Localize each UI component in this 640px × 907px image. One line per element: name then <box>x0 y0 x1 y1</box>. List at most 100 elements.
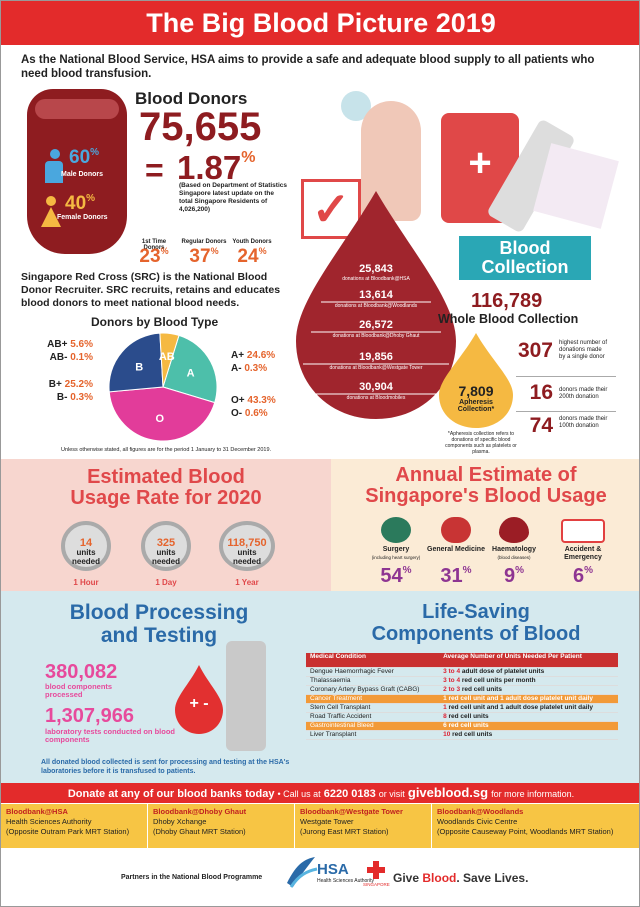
cat-value-regular: 37% <box>189 246 219 267</box>
site-value: 13,614 <box>359 289 393 301</box>
bank-dhoby-ghaut: Bloodbank@Dhoby Ghaut Dhoby Xchange (Dhoby… <box>148 804 294 848</box>
male-icon <box>45 149 65 183</box>
blood-drop-icon <box>499 517 529 543</box>
intro-text: As the National Blood Service, HSA aims … <box>21 54 595 80</box>
components-processed-value: 380,082 <box>45 661 118 683</box>
female-icon <box>41 196 61 227</box>
donors-heading: Blood Donors <box>135 89 248 108</box>
blood-type-pie-chart: A O B AB <box>108 332 218 442</box>
cat-label-regular: Regular Donors <box>181 239 227 245</box>
table-header: Medical Condition Average Number of Units… <box>306 653 618 668</box>
bank-westgate: Bloodbank@Westgate Tower Westgate Tower (J… <box>295 804 431 848</box>
cat-value-first: 23% <box>139 246 169 267</box>
stat-label: donors made their 100th donation <box>559 416 608 429</box>
site-value: 30,904 <box>359 381 393 393</box>
col-units: Average Number of Units Needed Per Patie… <box>439 653 618 668</box>
collection-drop <box>296 191 456 419</box>
pie-label-O: O <box>156 413 165 425</box>
usage-label: Haematology (blood diseases) <box>492 546 536 560</box>
clock-label: 1 Day <box>155 578 177 587</box>
pie-label-AB: AB <box>159 351 175 363</box>
components-processed-label: blood components processed <box>45 682 113 699</box>
stat-value: 307 <box>517 339 553 362</box>
annual-usage-heading: Annual Estimate of Singapore's Blood Usag… <box>365 464 607 507</box>
site-label: donations at Bloodbank@HSA <box>342 276 410 282</box>
hsa-logo-sub: Health Sciences Authority <box>317 878 374 884</box>
usage-label: Surgery (including heart surgery) <box>371 546 421 560</box>
lab-tests-label: laboratory tests conducted on blood comp… <box>45 727 176 744</box>
table-row: Liver Transplant 10 red cell units <box>306 730 618 740</box>
usage-label: Accident & Emergency <box>564 546 602 561</box>
pie-label-A: A <box>187 367 195 379</box>
microscope-icon <box>226 641 266 751</box>
give-blood-slogan: Give Blood. Save Lives. <box>393 871 529 885</box>
blood-type-left-bottom: B+ 25.2% B- 0.3% <box>48 379 93 403</box>
site-label: donations at Bloodbank@Woodlands <box>334 303 418 309</box>
pie-slice-A <box>162 334 218 404</box>
processing-heading: Blood Processing and Testing <box>69 601 249 647</box>
table-row: Stem Cell Transplant 1 red cell unit and … <box>306 703 618 713</box>
checkbox-icon: ✓ <box>301 179 361 239</box>
apheresis-drop <box>439 333 513 428</box>
pie-label-B: B <box>135 362 143 374</box>
table-row: Thalassaemia 3 to 4 red cell units per mo… <box>306 676 618 686</box>
apheresis-value: 7,809 <box>458 383 494 399</box>
processing-note: All donated blood collected is sent for … <box>41 759 290 775</box>
clock-icon: 118,750 units needed <box>219 521 275 571</box>
usage-value: 54% <box>380 565 412 587</box>
table-row: Dengue Haemorrhagic Fever 3 to 4 adult do… <box>306 667 618 677</box>
stat-label: donors made their 200th donation <box>559 387 608 400</box>
red-cross-logo <box>367 861 385 879</box>
female-pct: 40% <box>65 193 96 214</box>
website-link[interactable]: giveblood.sg <box>407 785 489 800</box>
col-condition: Medical Condition <box>306 653 440 668</box>
donors-count: 75,655 <box>139 105 262 149</box>
stat-label: highest number of donations made by a si… <box>559 340 608 360</box>
table-row: Road Traffic Accident 8 red cell units <box>306 712 618 722</box>
male-label: Male Donors <box>61 171 104 178</box>
cat-label-youth: Youth Donors <box>232 239 272 245</box>
footer <box>1 849 639 906</box>
bank-hsa: Bloodbank@HSA Health Sciences Authority (O… <box>1 804 147 848</box>
donor-rate: 1.87% <box>177 149 256 186</box>
pill-icon <box>441 517 471 543</box>
table-row: Cancer Treatment 1 red cell unit and 1 ad… <box>306 694 618 704</box>
table-row: Gastrointestinal Bleed 6 red cell units <box>306 721 618 731</box>
equals-sign: = <box>145 152 164 188</box>
whole-blood-total: 116,789 <box>471 290 543 312</box>
site-label: donations at Bloodmobiles <box>346 395 406 401</box>
pie-slice-B <box>108 332 164 393</box>
stat-value: 16 <box>529 381 553 404</box>
divider <box>516 376 616 377</box>
site-label: donations at Bloodbank@Westgate Tower <box>329 365 423 371</box>
partners-text: Partners in the National Blood Programme <box>121 874 263 881</box>
apheresis-note: *Apheresis collection refers to donation… <box>445 431 517 455</box>
hsa-logo <box>283 853 333 893</box>
usage-value: 31% <box>440 565 472 587</box>
ambulance-icon <box>561 519 605 543</box>
whole-blood-label: Whole Blood Collection <box>438 312 579 326</box>
usage-value: 9% <box>503 565 525 587</box>
site-label: donations at Bloodbank@Dhoby Ghaut <box>332 333 420 339</box>
blood-type-right-top: A+ 24.6% A- 0.3% <box>231 350 276 374</box>
cat-value-youth: 24% <box>237 246 267 267</box>
usage-label: General Medicine <box>427 546 485 553</box>
surgery-icon <box>381 517 411 543</box>
blood-type-left-top: AB+ 5.6% AB- 0.1% <box>47 339 93 363</box>
plus-minus-symbol: + - <box>189 695 209 712</box>
pie-slice-AB <box>159 332 180 388</box>
blood-type-right-bottom: O+ 43.3% O- 0.6% <box>231 395 276 419</box>
stat-value: 74 <box>529 414 553 437</box>
female-label: Female Donors <box>57 214 108 221</box>
site-value: 26,572 <box>359 319 393 331</box>
clock-label: 1 Year <box>235 578 259 587</box>
site-value: 25,843 <box>359 263 393 275</box>
usage-rate-heading: Estimated Blood Usage Rate for 2020 <box>70 466 262 509</box>
blood-drop-icon <box>175 665 223 734</box>
components-table: Medical Condition Average Number of Units… <box>306 653 618 740</box>
bank-woodlands: Bloodbank@Woodlands Woodlands Civic Centr… <box>432 804 639 848</box>
donate-banner: Donate at any of our blood banks today •… <box>1 783 639 803</box>
page-title: The Big Blood Picture 2019 <box>1 1 639 45</box>
clock-label: 1 Hour <box>73 578 99 587</box>
